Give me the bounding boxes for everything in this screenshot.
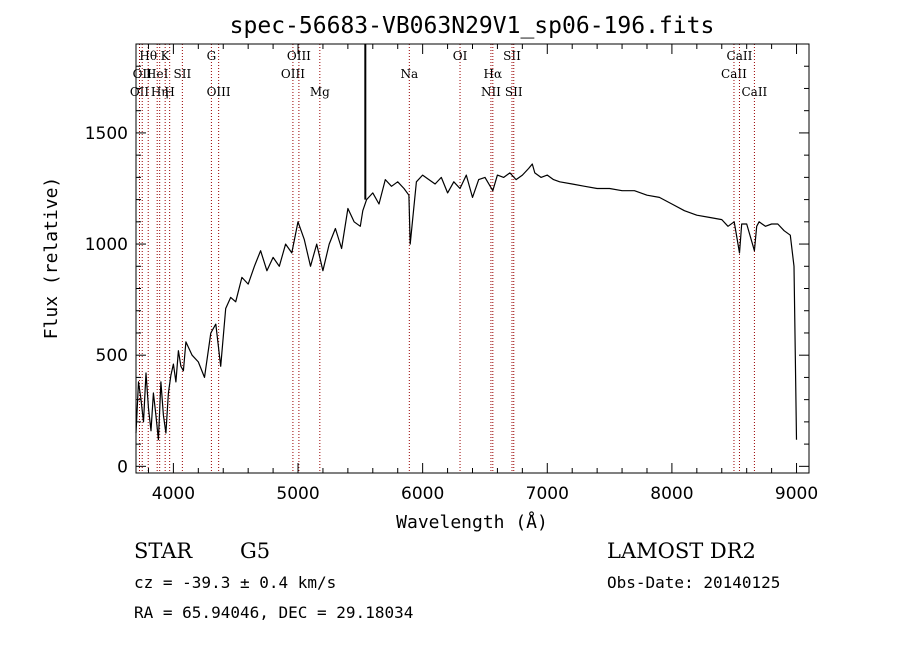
coordinates: RA = 65.94046, DEC = 29.18034 (134, 603, 414, 622)
line-marker-label-7: SII (174, 67, 192, 81)
y-tick-label-2: 1000 (85, 235, 128, 255)
line-marker-label-6: H (164, 85, 174, 99)
line-marker-label-21: CaII (741, 85, 767, 99)
obs-date: Obs-Date: 20140125 (607, 573, 781, 592)
chart-title: spec-56683-VB063N29V1_sp06-196.fits (230, 13, 715, 39)
line-marker-label-18: SII (505, 85, 523, 99)
line-marker-label-15: NII (481, 85, 501, 99)
y-axis-label: Flux (relative) (41, 177, 62, 340)
line-marker-label-11: OIII (287, 49, 311, 63)
object-subclass: G5 (240, 539, 271, 563)
emission-line-markers: OIIOIIHθHeIHηKHSIIGOIIIOIIIOIIIMgNaOINII… (130, 44, 768, 473)
line-marker-label-13: Na (400, 67, 418, 81)
survey-name: LAMOST DR2 (607, 539, 756, 563)
line-marker-label-2: Hθ (139, 49, 157, 63)
line-marker-label-5: K (161, 49, 171, 63)
line-marker-label-10: OIII (281, 67, 305, 81)
plot-frame (135, 43, 810, 474)
object-class: STAR (134, 539, 193, 563)
line-marker-label-9: OIII (207, 85, 231, 99)
line-marker-label-19: CaII (721, 67, 747, 81)
x-tick-label-0: 4000 (152, 484, 195, 504)
y-tick-label-1: 500 (96, 346, 128, 366)
line-marker-label-4: Hη (151, 85, 169, 99)
line-marker-label-20: CaII (727, 49, 753, 63)
line-marker-label-1: OII (133, 67, 153, 81)
x-tick-label-2: 6000 (401, 484, 444, 504)
x-tick-label-1: 5000 (276, 484, 319, 504)
line-marker-label-8: G (207, 49, 217, 63)
x-tick-label-5: 9000 (775, 484, 818, 504)
x-tick-label-3: 7000 (526, 484, 569, 504)
y-tick-label-0: 0 (117, 457, 128, 477)
x-axis-label: Wavelength (Å) (396, 511, 548, 533)
y-tick-label-3: 1500 (85, 124, 128, 144)
line-marker-label-14: OI (453, 49, 468, 63)
line-marker-label-12: Mg (310, 85, 330, 99)
line-marker-label-0: OII (130, 85, 150, 99)
spectrum-series (135, 44, 798, 441)
x-tick-label-4: 8000 (650, 484, 693, 504)
redshift-readout: cz = -39.3 ± 0.4 km/s (134, 573, 337, 592)
line-marker-label-17: SII (503, 49, 521, 63)
axis-ticks: 4000 5000 6000 7000 8000 9000 0 500 1000 1500 (85, 44, 818, 504)
spectrum-line-0 (135, 163, 798, 441)
line-marker-label-16: Hα (484, 67, 503, 81)
line-marker-label-3: HeI (146, 67, 169, 81)
